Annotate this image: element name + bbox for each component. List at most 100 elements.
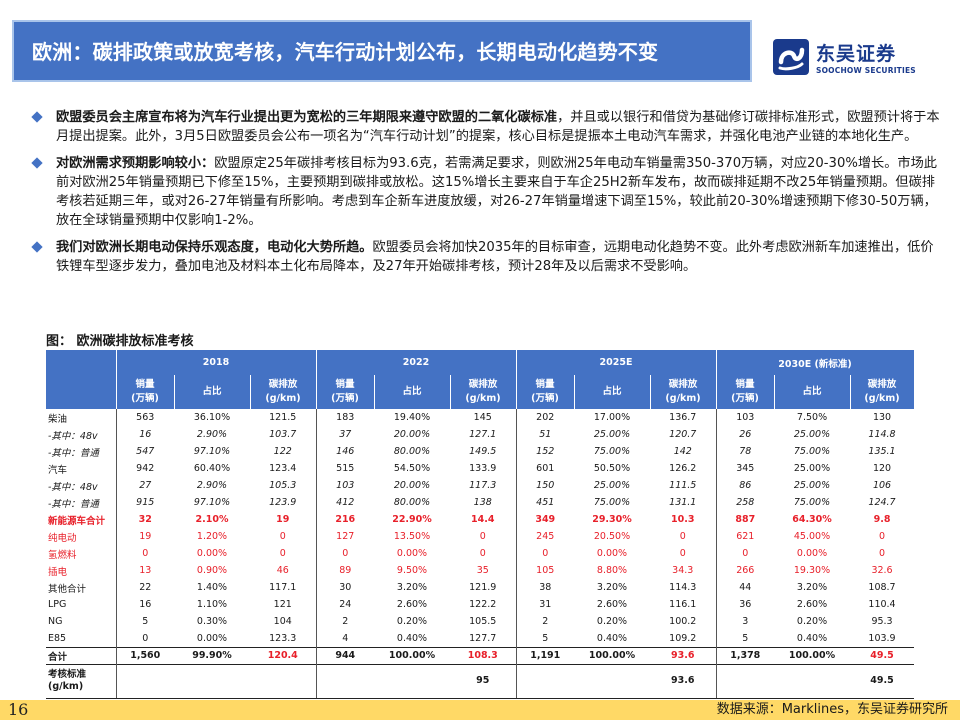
- table-cell: 24: [315, 596, 374, 613]
- table-cell: 31: [515, 596, 574, 613]
- table-cell: 216: [315, 511, 374, 528]
- table-cell: 1,191: [515, 646, 574, 664]
- row-label: -其中：普通: [48, 447, 99, 459]
- table-column-label: 碳排放 (g/km): [650, 375, 717, 409]
- table-cell: 5: [115, 613, 174, 630]
- table-column-label: 占比: [574, 375, 651, 409]
- table-row: -其中：普通 547 97.10% 122 146 80.00% 149.5 152 75.00…: [46, 443, 914, 460]
- table-cell: 0.30%: [196, 616, 228, 627]
- table-cell: 27: [115, 477, 174, 494]
- table-cell: 78: [715, 443, 775, 460]
- table-row: -其中：48v 27 2.90% 105.3 103 20.00% 117.3 150 25.0…: [46, 477, 914, 494]
- table-cell: 25.00%: [793, 429, 831, 440]
- table-cell: 20.00%: [393, 480, 431, 491]
- table-cell: 0: [479, 531, 486, 542]
- table-cell: 0: [878, 548, 886, 559]
- table-row: 插电 13 0.90% 46 89 9.50% 35 105 8.80% 34.3 266 19.30…: [46, 562, 914, 579]
- table-cell: [774, 663, 851, 699]
- table-cell: 0.20%: [396, 616, 428, 627]
- footer-bar: 16 数据来源：Marklines，东吴证券研究所: [0, 700, 960, 720]
- table-row: 柴油 563 36.10% 121.5 183 19.40% 145 202 17.00% 136…: [46, 409, 914, 426]
- figure-title: 图： 欧洲碳排放标准考核: [46, 334, 194, 349]
- table-cell: 75.00%: [793, 497, 831, 508]
- bullet-item: 对欧洲需求预期影响较小：欧盟原定25年碳排考核目标为93.6克，若需满足要求，则…: [30, 154, 942, 230]
- table-cell: 121.9: [469, 582, 497, 593]
- table-cell: 14.4: [471, 514, 495, 525]
- table-cell: 93.6: [650, 663, 717, 699]
- table-cell: 1,560: [115, 646, 174, 664]
- table-cell: 117.1: [269, 582, 297, 593]
- table-row: 合计 1,560 99.90% 120.4 944 100.00% 108.3 1,191 10…: [46, 646, 915, 664]
- table-cell: 0: [279, 531, 286, 542]
- table-cell: 26: [715, 426, 775, 443]
- table-cell: 1,378: [715, 646, 775, 664]
- table-cell: 16: [115, 596, 174, 613]
- table-cell: 34.3: [672, 565, 694, 576]
- table-cell: 152: [515, 443, 574, 460]
- table-cell: 942: [115, 460, 174, 477]
- table-cell: 100.00%: [374, 646, 450, 664]
- table-cell: 2.90%: [196, 480, 228, 491]
- table-cell: 0.40%: [596, 632, 628, 644]
- table-cell: 547: [115, 443, 174, 460]
- table-cell: 0: [479, 548, 486, 559]
- table-cell: 412: [315, 494, 374, 511]
- table-cell: 133.9: [469, 463, 497, 474]
- table-cell: 0: [878, 531, 886, 542]
- table-group-header: 2018 2022 2025E 2030E (新标准): [46, 350, 915, 375]
- table-year-header: 2025E: [515, 350, 717, 375]
- table-cell: 245: [515, 528, 574, 545]
- table-cell: 38: [515, 579, 574, 596]
- table-cell: 349: [515, 511, 574, 528]
- table-row: 其他合计 22 1.40% 117.1 30 3.20% 121.9 38 3.20% 114.3…: [46, 579, 914, 596]
- table-column-label: 销量 (万辆): [515, 375, 575, 409]
- table-cell: 104: [273, 616, 292, 627]
- table-cell: 22: [115, 579, 174, 596]
- table-cell: 17.00%: [593, 412, 631, 423]
- table-cell: 36: [715, 596, 775, 613]
- table-cell: 121.5: [269, 412, 297, 423]
- diamond-bullet-icon: [31, 111, 43, 123]
- table-cell: 99.90%: [174, 646, 250, 664]
- table-cell: 0: [279, 548, 286, 559]
- table-cell: 124.7: [868, 497, 896, 508]
- table-cell: 135.1: [868, 446, 896, 457]
- table-cell: 20.50%: [593, 531, 631, 542]
- table-cell: 106: [872, 480, 892, 491]
- table-cell: 0.00%: [796, 548, 828, 559]
- table-cell: 103: [315, 477, 374, 494]
- table-cell: 51: [515, 426, 574, 443]
- table-cell: 126.2: [669, 463, 697, 474]
- table-cell: 0.00%: [196, 632, 228, 644]
- table-row: 新能源车合计 32 2.10% 19 216 22.90% 14.4 349 29.30% 10.…: [46, 511, 914, 528]
- table-cell: [374, 663, 450, 699]
- table-cell: 0: [315, 545, 374, 562]
- table-cell: 4: [315, 630, 374, 647]
- table-cell: 563: [115, 409, 174, 426]
- row-label: 新能源车合计: [48, 515, 106, 527]
- table-column-label: 占比: [374, 375, 451, 409]
- table-cell: 2.60%: [796, 599, 828, 610]
- table-cell: [715, 663, 775, 699]
- table-cell: 109.2: [669, 632, 697, 644]
- table-cell: 127.1: [469, 429, 497, 440]
- bullet-list: 欧盟委员会主席宣布将为汽车行业提出更为宽松的三年期限来遵守欧盟的二氧化碳标准，并…: [30, 108, 942, 284]
- table-cell: [174, 663, 250, 699]
- table-cell: 100.2: [669, 616, 697, 627]
- table-cell: 915: [115, 494, 174, 511]
- table-column-header: 销量 (万辆) 占比 碳排放 (g/km) 销量 (万辆) 占比 碳排放 (g/km) 销量 (万辆)…: [46, 375, 915, 409]
- table-cell: 29.30%: [592, 514, 632, 525]
- table-cell: 103: [715, 409, 775, 426]
- bullet-bold-text: 我们对欧洲长期电动保持乐观态度，电动化大势所趋。: [56, 240, 373, 255]
- table-row: 汽车 942 60.40% 123.4 515 54.50% 133.9 601 50.50% 1…: [46, 460, 914, 477]
- table-cell: 10.3: [671, 514, 695, 525]
- table-cell: 145: [473, 412, 492, 423]
- table-column-label: 销量 (万辆): [315, 375, 375, 409]
- table-cell: 0: [115, 545, 174, 562]
- table-year-header: 2030E (新标准): [715, 350, 915, 375]
- page-title: 欧洲：碳排政策或放宽考核，汽车行动计划公布，长期电动化趋势不变: [32, 40, 659, 64]
- table-cell: 20.00%: [393, 429, 431, 440]
- table-cell: 146: [315, 443, 374, 460]
- table-row: 纯电动 19 1.20% 0 127 13.50% 0 245 20.50% 0 621 45.00%…: [46, 528, 914, 545]
- row-label: 汽车: [48, 464, 68, 476]
